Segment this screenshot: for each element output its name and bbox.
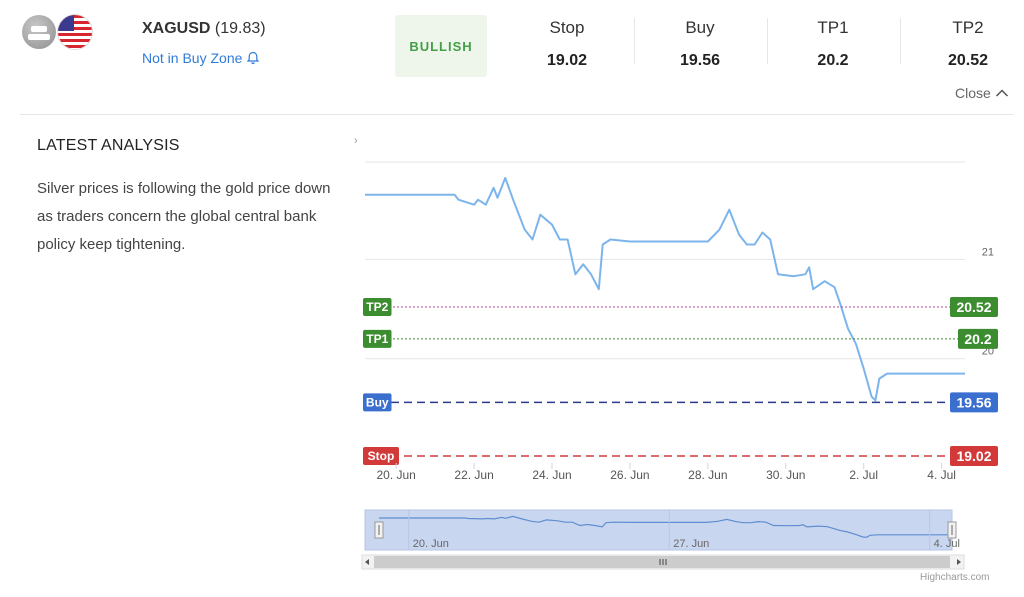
tp2-label: TP2 bbox=[952, 18, 984, 37]
level-badge-stop bbox=[363, 447, 399, 466]
stop-value: 19.02 bbox=[546, 52, 588, 69]
instrument-title: XAGUSD (19.83) bbox=[142, 20, 266, 38]
navigator-tick-label: 4. Jul bbox=[934, 538, 960, 550]
x-tick-label: 20. Jun bbox=[376, 468, 415, 482]
level-value-badge bbox=[958, 328, 998, 349]
stop-stat: Stop 19.02 bbox=[501, 14, 633, 78]
level-value-label: 19.56 bbox=[956, 394, 991, 410]
x-tick-label: 28. Jun bbox=[688, 468, 727, 482]
level-value-badge bbox=[950, 446, 998, 467]
instrument-flags bbox=[20, 15, 100, 51]
navigator-tick-label: 27. Jun bbox=[673, 538, 709, 550]
tp2-value: 20.52 bbox=[947, 52, 989, 69]
tp1-stat: TP1 20.2 bbox=[767, 14, 899, 78]
stop-label: Stop bbox=[549, 18, 585, 37]
silver-flag-icon bbox=[22, 15, 56, 49]
x-tick-label: 4. Jul bbox=[927, 468, 956, 482]
x-tick-label: 24. Jun bbox=[532, 468, 571, 482]
x-tick-label: 26. Jun bbox=[610, 468, 649, 482]
level-badge-tp1 bbox=[363, 329, 392, 348]
level-value-badge bbox=[950, 392, 998, 413]
level-value-label: 20.52 bbox=[956, 299, 991, 315]
buy-label: Buy bbox=[685, 18, 715, 37]
sentiment-badge: BULLISH bbox=[395, 15, 487, 77]
navigator-series-line bbox=[379, 515, 952, 538]
level-badge-tp2 bbox=[363, 298, 392, 317]
x-tick-label: 22. Jun bbox=[454, 468, 493, 482]
x-tick-label: 2. Jul bbox=[849, 468, 878, 482]
chart-credit[interactable]: Highcharts.com bbox=[920, 572, 990, 583]
bell-icon bbox=[247, 51, 260, 65]
y-tick-label: 21 bbox=[982, 246, 994, 258]
scroll-right-arrow-icon[interactable] bbox=[957, 559, 961, 565]
level-name-label: TP2 bbox=[366, 300, 388, 314]
level-value-badge bbox=[950, 297, 998, 318]
level-badge-buy bbox=[363, 393, 392, 412]
navigator-window[interactable] bbox=[364, 509, 953, 551]
buy-value: 19.56 bbox=[679, 52, 721, 69]
analysis-text: Silver prices is following the gold pric… bbox=[37, 180, 331, 253]
chevron-right-icon[interactable]: › bbox=[354, 135, 358, 147]
tp1-label: TP1 bbox=[817, 18, 849, 37]
level-name-label: Stop bbox=[368, 449, 395, 463]
x-tick-label: 30. Jun bbox=[766, 468, 805, 482]
analysis-title: LATEST ANALYSIS bbox=[37, 137, 180, 154]
us-flag-icon bbox=[58, 15, 92, 49]
stat-divider bbox=[767, 18, 768, 64]
instrument-symbol: XAGUSD bbox=[142, 20, 211, 37]
level-name-label: TP1 bbox=[366, 332, 388, 346]
tp2-stat: TP2 20.52 bbox=[902, 14, 1024, 78]
chart-scrollbar-thumb[interactable] bbox=[374, 556, 950, 568]
level-name-label: Buy bbox=[366, 395, 389, 409]
instrument-price: (19.83) bbox=[214, 20, 266, 37]
scroll-left-arrow-icon[interactable] bbox=[365, 559, 369, 565]
chevron-up-icon bbox=[995, 89, 1008, 97]
section-divider bbox=[20, 114, 1013, 115]
buy-zone-text: Not in Buy Zone bbox=[142, 50, 243, 66]
buy-zone-status[interactable]: Not in Buy Zone bbox=[142, 50, 260, 66]
level-value-label: 20.2 bbox=[964, 331, 991, 347]
instrument-header: XAGUSD (19.83) Not in Buy Zone BULLISH S… bbox=[0, 0, 1024, 115]
stat-divider bbox=[900, 18, 901, 64]
close-button[interactable]: Close bbox=[955, 85, 1009, 101]
tp1-value: 20.2 bbox=[817, 52, 849, 69]
stat-divider bbox=[634, 18, 635, 64]
price-series-line bbox=[365, 176, 965, 402]
buy-stat: Buy 19.56 bbox=[634, 14, 766, 78]
level-value-label: 19.02 bbox=[956, 448, 991, 464]
navigator-tick-label: 20. Jun bbox=[413, 538, 449, 550]
close-label: Close bbox=[955, 85, 991, 101]
